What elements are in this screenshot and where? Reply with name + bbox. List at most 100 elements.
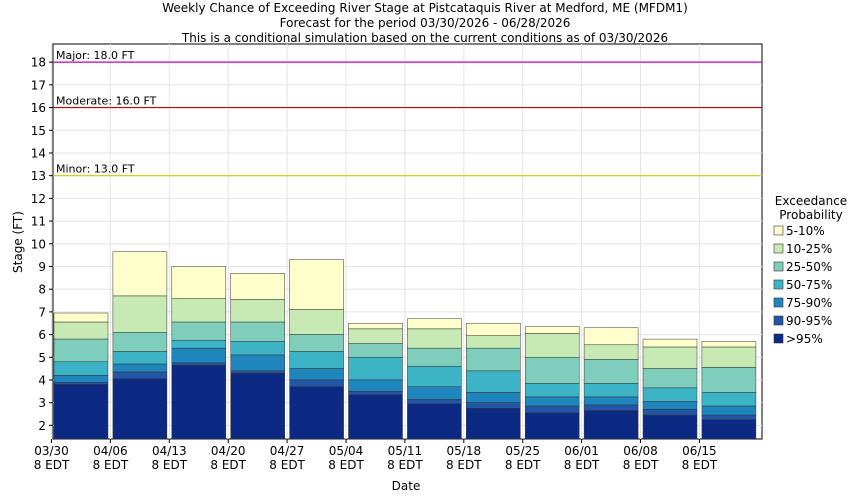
x-tick-label: 03/30 [34, 444, 69, 458]
legend-item: 50-75% [773, 278, 832, 292]
bar-segment [466, 335, 521, 349]
legend-swatch [773, 279, 784, 290]
bar-segment [112, 295, 168, 333]
bar-segment [230, 370, 285, 374]
bar-segment [524, 396, 580, 407]
bar-segment [583, 410, 639, 440]
bar-segment [53, 375, 109, 383]
bar-segment [53, 312, 109, 323]
y-tick-label: 5 [38, 351, 46, 365]
legend-label: 50-75% [786, 278, 832, 292]
bar-segment [112, 351, 168, 365]
legend-item: 75-90% [773, 296, 832, 310]
bar-stack [583, 327, 639, 440]
bar-segment [230, 273, 285, 300]
bar-segment [289, 334, 344, 352]
bar-segment [466, 392, 521, 403]
x-tick-label: 04/13 [152, 444, 187, 458]
y-axis: 2 3 4 5 6 7 8 9 10 11 12 13 14 15 16 17 18 [31, 56, 53, 433]
bar-segment [583, 396, 639, 406]
bar-stack [289, 259, 344, 440]
bar-segment [348, 328, 403, 344]
bar-segment [53, 384, 109, 440]
bar-stack [524, 326, 580, 440]
x-tick-label: 05/11 [388, 444, 423, 458]
bar-segment [583, 359, 639, 384]
y-tick-label: 4 [38, 373, 46, 387]
bar-segment [407, 403, 462, 440]
legend-title: Exceedance [775, 194, 847, 208]
bar-segment [230, 321, 285, 342]
bar-segment [348, 394, 403, 440]
y-tick-label: 16 [31, 101, 46, 115]
flood-level-label: Minor: 13.0 FT [56, 163, 135, 176]
y-tick-label: 12 [31, 192, 46, 206]
y-tick-label: 7 [38, 305, 46, 319]
bar-segment [701, 414, 757, 420]
y-tick-label: 15 [31, 124, 46, 138]
bar-stack [171, 266, 227, 440]
bar-segment [524, 412, 580, 440]
y-tick-label: 9 [38, 260, 46, 274]
bar-segment [171, 298, 227, 323]
legend-label: 10-25% [786, 242, 832, 256]
y-tick-label: 8 [38, 283, 46, 297]
legend-item: 25-50% [773, 260, 832, 274]
bar-segment [407, 366, 462, 388]
bar-segment [112, 251, 168, 297]
flood-level-lines: Major: 18.0 FT Moderate: 16.0 FT Minor: 13… [53, 49, 762, 177]
y-tick-label: 11 [31, 215, 46, 229]
x-tick-label: 8 EDT [564, 458, 600, 472]
bar-segment [466, 347, 521, 372]
bar-segment [583, 383, 639, 398]
bar-segment [112, 378, 168, 440]
bar-segment [642, 338, 698, 348]
x-tick-label: 8 EDT [446, 458, 482, 472]
bar-segment [701, 346, 757, 368]
flood-level-label: Moderate: 16.0 FT [56, 95, 157, 108]
bar-segment [701, 405, 757, 416]
bar-segment [524, 383, 580, 398]
bar-segment [407, 386, 462, 400]
bar-stack [230, 273, 285, 440]
bar-segment [53, 381, 109, 385]
bar-segment [642, 346, 698, 369]
legend-swatch [773, 243, 784, 254]
legend-swatch [773, 297, 784, 308]
bar-segment [466, 322, 521, 336]
y-tick-label: 6 [38, 328, 46, 342]
x-tick-label: 8 EDT [269, 458, 305, 472]
bar-segment [642, 401, 698, 410]
bar-segment [171, 266, 227, 299]
bar-segment [701, 419, 757, 440]
bar-segment [524, 333, 580, 358]
bar-segment [642, 387, 698, 402]
x-tick-label: 8 EDT [151, 458, 187, 472]
flood-level-label: Major: 18.0 FT [56, 49, 135, 62]
y-tick-label: 18 [31, 56, 46, 70]
bar-segment [642, 409, 698, 416]
bar-segment [230, 341, 285, 356]
bar-segment [289, 351, 344, 369]
legend-swatch [773, 261, 784, 272]
bar-segment [348, 343, 403, 358]
bar-stack [642, 338, 698, 440]
x-axis-title: Date [392, 479, 421, 493]
x-tick-label: 05/04 [329, 444, 364, 458]
bar-segment [583, 344, 639, 360]
bar-segment [171, 362, 227, 366]
x-tick-label: 8 EDT [623, 458, 659, 472]
bar-segment [466, 370, 521, 393]
x-tick-label: 8 EDT [328, 458, 364, 472]
bar-segment [289, 309, 344, 335]
bar-stacks [53, 251, 757, 440]
bar-segment [524, 405, 580, 414]
legend-swatch [773, 333, 784, 344]
bar-segment [112, 363, 168, 373]
bar-segment [642, 414, 698, 440]
chart-title: Weekly Chance of Exceeding River Stage a… [162, 1, 688, 45]
title-line: This is a conditional simulation based o… [181, 31, 668, 45]
x-tick-label: 04/27 [270, 444, 305, 458]
